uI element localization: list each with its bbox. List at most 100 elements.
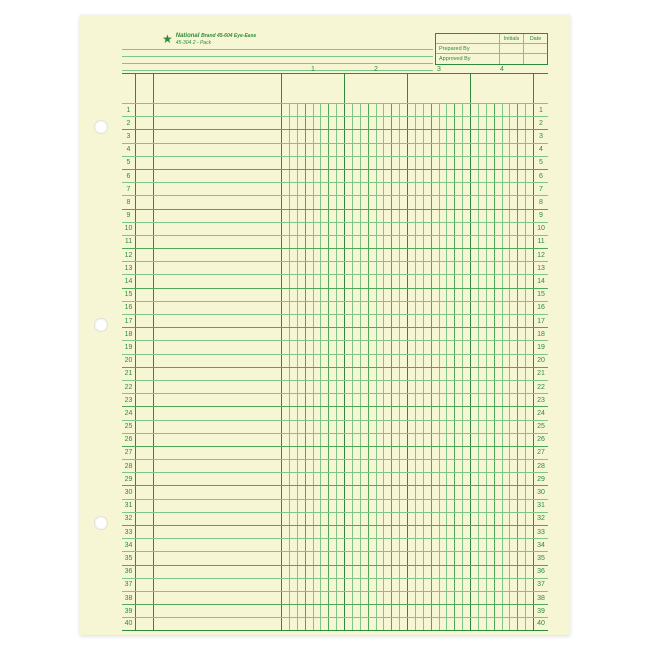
ledger-row: 30 30 <box>122 485 548 498</box>
ledger-row: 35 35 <box>122 551 548 564</box>
row-number-left: 6 <box>122 170 136 182</box>
ledger-row: 40 40 <box>122 617 548 630</box>
row-number-left: 20 <box>122 355 136 367</box>
row-number-right: 35 <box>534 552 548 564</box>
row-number-right: 31 <box>534 500 548 512</box>
brand-name: National <box>176 33 200 39</box>
brand-sub1: Brand 45-604 Eye-Ease <box>201 33 256 39</box>
ledger-row: 37 37 <box>122 578 548 591</box>
row-number-left: 25 <box>122 421 136 433</box>
row-number-left: 24 <box>122 407 136 419</box>
row-number-left: 3 <box>122 130 136 142</box>
row-number-right: 16 <box>534 302 548 314</box>
row-number-right: 25 <box>534 421 548 433</box>
ledger-row: 23 23 <box>122 393 548 406</box>
ledger-row: 18 18 <box>122 327 548 340</box>
ledger-row: 7 7 <box>122 182 548 195</box>
row-number-left: 23 <box>122 394 136 406</box>
row-number-right: 2 <box>534 117 548 129</box>
row-number-left: 39 <box>122 605 136 617</box>
row-number-left: 22 <box>122 381 136 393</box>
ledger-row: 12 12 <box>122 248 548 261</box>
ledger-row: 13 13 <box>122 261 548 274</box>
row-number-left: 11 <box>122 236 136 248</box>
ledger-row: 36 36 <box>122 565 548 578</box>
ledger-row: 4 4 <box>122 143 548 156</box>
ledger-row: 32 32 <box>122 512 548 525</box>
row-number-right: 29 <box>534 473 548 485</box>
row-number-right: 10 <box>534 223 548 235</box>
row-number-left: 27 <box>122 447 136 459</box>
row-number-left: 26 <box>122 434 136 446</box>
ledger-row: 20 20 <box>122 354 548 367</box>
ledger-grid: 1 2 3 4 1 1 2 2 3 3 4 4 5 5 6 <box>122 73 548 633</box>
ledger-row: 11 11 <box>122 235 548 248</box>
row-number-right: 1 <box>534 104 548 116</box>
header: ★ National Brand 45-604 Eye-Ease 45-304 … <box>122 33 548 73</box>
prepared-label: Prepared By <box>436 46 499 52</box>
row-number-left: 18 <box>122 328 136 340</box>
row-number-left: 7 <box>122 183 136 195</box>
ledger-row: 34 34 <box>122 538 548 551</box>
row-number-left: 36 <box>122 566 136 578</box>
ledger-row: 17 17 <box>122 314 548 327</box>
ledger-row: 9 9 <box>122 209 548 222</box>
row-number-right: 36 <box>534 566 548 578</box>
row-number-right: 13 <box>534 262 548 274</box>
row-number-left: 37 <box>122 579 136 591</box>
ledger-row: 16 16 <box>122 301 548 314</box>
row-number-left: 38 <box>122 592 136 604</box>
row-number-left: 32 <box>122 513 136 525</box>
row-number-right: 30 <box>534 486 548 498</box>
row-number-left: 4 <box>122 144 136 156</box>
row-number-right: 27 <box>534 447 548 459</box>
row-number-left: 33 <box>122 526 136 538</box>
approval-box: Initials Date Prepared By Approved By <box>435 33 548 65</box>
row-number-right: 37 <box>534 579 548 591</box>
row-number-left: 8 <box>122 196 136 208</box>
row-number-right: 32 <box>534 513 548 525</box>
row-number-right: 23 <box>534 394 548 406</box>
row-number-right: 34 <box>534 539 548 551</box>
col-label: 1 <box>311 66 315 73</box>
ledger-row: 15 15 <box>122 288 548 301</box>
row-number-left: 19 <box>122 341 136 353</box>
row-number-right: 12 <box>534 249 548 261</box>
row-number-right: 3 <box>534 130 548 142</box>
ledger-row: 21 21 <box>122 367 548 380</box>
ledger-row: 26 26 <box>122 433 548 446</box>
row-number-left: 15 <box>122 289 136 301</box>
row-number-right: 7 <box>534 183 548 195</box>
row-number-left: 31 <box>122 500 136 512</box>
approved-label: Approved By <box>436 56 499 62</box>
ledger-row: 31 31 <box>122 499 548 512</box>
row-number-right: 28 <box>534 460 548 472</box>
row-number-right: 20 <box>534 355 548 367</box>
row-number-right: 39 <box>534 605 548 617</box>
ledger-row: 24 24 <box>122 406 548 419</box>
rows: 1 1 2 2 3 3 4 4 5 5 6 6 7 <box>122 103 548 631</box>
punch-hole <box>94 516 108 530</box>
punch-hole <box>94 120 108 134</box>
row-number-left: 1 <box>122 104 136 116</box>
row-number-right: 8 <box>534 196 548 208</box>
row-number-right: 24 <box>534 407 548 419</box>
row-number-left: 34 <box>122 539 136 551</box>
col-label: 4 <box>500 66 504 73</box>
row-number-left: 21 <box>122 368 136 380</box>
row-number-right: 40 <box>534 618 548 629</box>
row-number-right: 22 <box>534 381 548 393</box>
col-label: 3 <box>437 66 441 73</box>
ledger-row: 5 5 <box>122 156 548 169</box>
ledger-row: 14 14 <box>122 274 548 287</box>
row-number-left: 10 <box>122 223 136 235</box>
ledger-row: 1 1 <box>122 103 548 116</box>
ledger-row: 19 19 <box>122 340 548 353</box>
row-number-right: 6 <box>534 170 548 182</box>
ledger-row: 28 28 <box>122 459 548 472</box>
ledger-row: 25 25 <box>122 420 548 433</box>
ledger-row: 22 22 <box>122 380 548 393</box>
row-number-right: 15 <box>534 289 548 301</box>
row-number-left: 40 <box>122 618 136 629</box>
row-number-left: 28 <box>122 460 136 472</box>
